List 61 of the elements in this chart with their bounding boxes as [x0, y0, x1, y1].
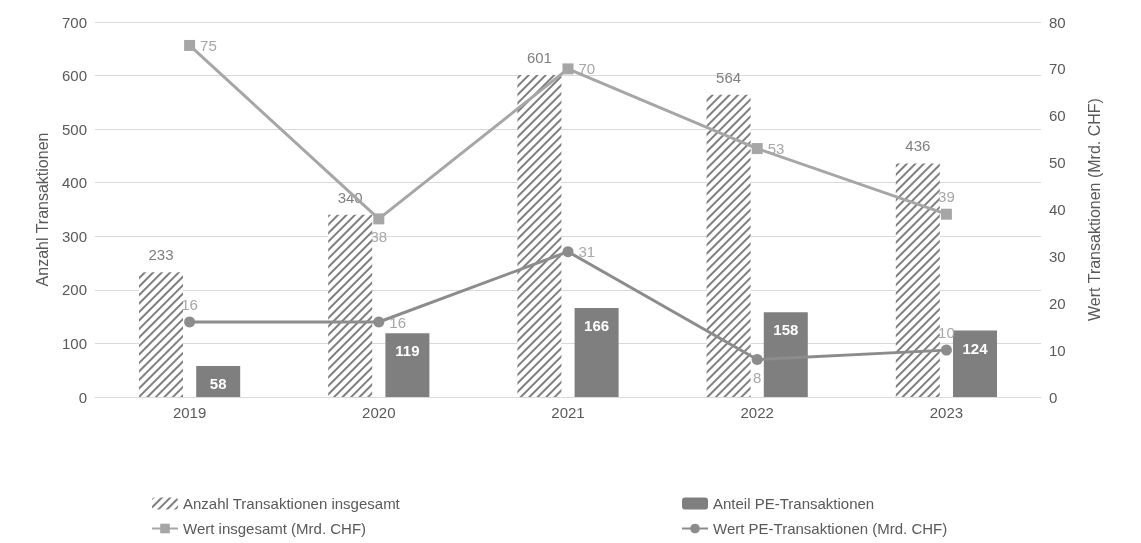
- y2-tick-label: 50: [1049, 154, 1066, 172]
- y2-tick-label: 60: [1049, 107, 1066, 125]
- data-label: 8: [753, 369, 762, 386]
- y2-tick-label: 70: [1049, 60, 1066, 78]
- bar: [574, 308, 619, 397]
- point: [751, 143, 763, 155]
- x-tick-label: 2022: [740, 404, 774, 421]
- point: [940, 208, 952, 220]
- data-label: 31: [578, 243, 596, 261]
- y-tick-label: 400: [61, 174, 87, 192]
- data-label: 38: [370, 228, 388, 246]
- point: [751, 354, 763, 365]
- legend-label: Wert PE-Transaktionen (Mrd. CHF): [713, 520, 948, 537]
- y2-tick-label: 40: [1049, 201, 1066, 218]
- y-tick-label: 300: [61, 227, 87, 245]
- data-label: 564: [716, 68, 742, 86]
- point: [562, 63, 574, 75]
- x-tick-label: 2019: [172, 404, 207, 421]
- point: [562, 246, 574, 258]
- data-label: 601: [526, 49, 552, 67]
- x-tick-label: 2020: [362, 404, 396, 421]
- point: [184, 316, 196, 328]
- y-tick-label: 600: [61, 67, 87, 85]
- data-label: 158: [773, 321, 799, 339]
- data-label: 10: [938, 323, 955, 341]
- data-label: 39: [938, 187, 955, 205]
- bar: [953, 330, 997, 397]
- y2-tick-label: 0: [1049, 388, 1058, 406]
- point: [184, 39, 196, 51]
- legend-label: Anzahl Transaktionen insgesamt: [183, 495, 401, 512]
- data-label: 436: [905, 137, 931, 155]
- y2-tick-label: 30: [1049, 247, 1066, 265]
- data-label: 119: [395, 342, 420, 360]
- data-label: 75: [200, 36, 217, 54]
- data-label: 124: [962, 339, 989, 357]
- x-tick-label: 2023: [929, 404, 964, 421]
- bar: [385, 333, 430, 397]
- y-tick-label: 700: [61, 13, 87, 31]
- data-label: 70: [578, 60, 596, 78]
- y-tick-label: 0: [78, 388, 87, 406]
- y2-axis-title: Wert Transaktionen (Mrd. CHF): [1085, 98, 1103, 321]
- legend-label: Anteil PE-Transaktionen: [713, 495, 875, 512]
- y-tick-label: 200: [61, 281, 87, 299]
- y2-tick-label: 80: [1049, 13, 1066, 31]
- y-tick-label: 100: [61, 334, 87, 352]
- point: [373, 213, 385, 225]
- y-tick-label: 500: [61, 120, 87, 138]
- y2-tick-label: 10: [1049, 341, 1066, 359]
- data-label: 16: [389, 313, 406, 331]
- point: [373, 316, 385, 328]
- data-label: 16: [181, 295, 198, 313]
- data-label: 166: [584, 317, 610, 335]
- y2-tick-label: 20: [1049, 294, 1066, 312]
- y-axis-title: Anzahl Transaktionen: [33, 132, 51, 287]
- x-tick-label: 2021: [551, 404, 585, 421]
- data-label: 233: [148, 246, 174, 264]
- legend-label: Wert insgesamt (Mrd. CHF): [183, 520, 367, 537]
- point: [940, 344, 952, 356]
- data-label: 58: [209, 374, 227, 392]
- bar: [763, 312, 808, 397]
- bar: [196, 365, 241, 397]
